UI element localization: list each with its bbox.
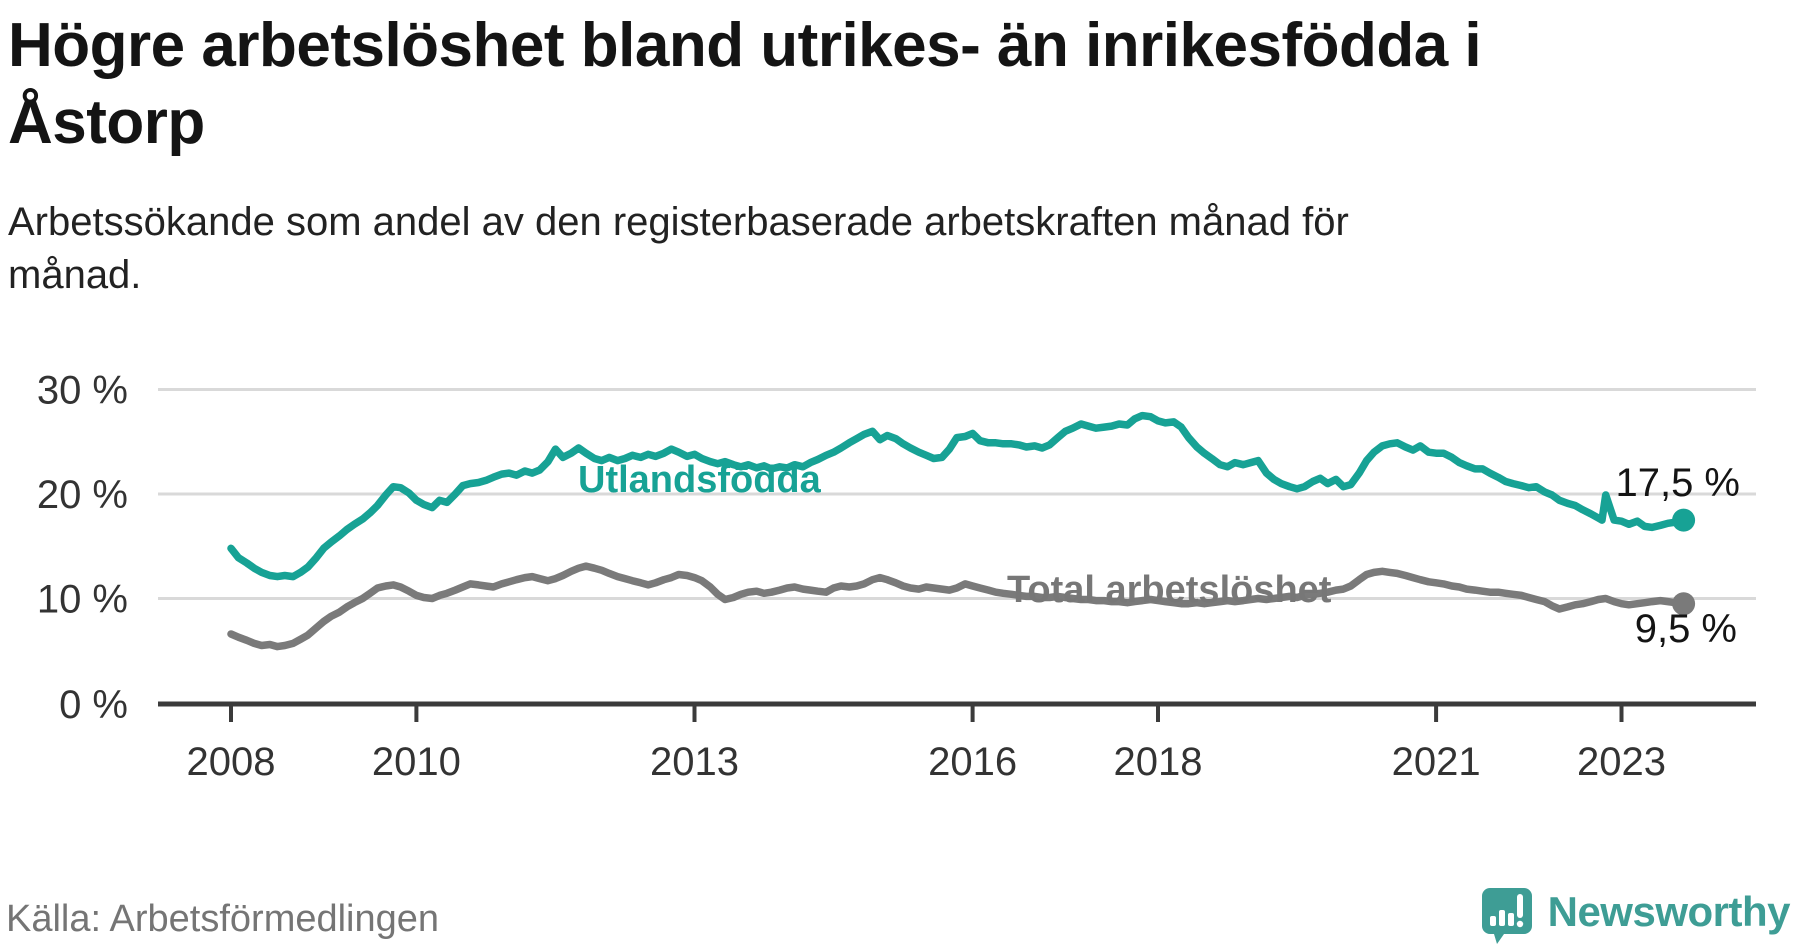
chart-subtitle: Arbetssökande som andel av den registerb… — [8, 200, 1349, 298]
x-axis-label-2013: 2013 — [650, 740, 739, 784]
x-axis-label-2021: 2021 — [1392, 740, 1481, 784]
end-value-total-arbetsloshet: 9,5 % — [1634, 607, 1737, 651]
y-axis-label-10: 10 % — [37, 578, 128, 622]
series-end-dot-total — [1672, 592, 1696, 616]
y-axis-label-30: 30 % — [37, 369, 128, 413]
newsworthy-brand-name: Newsworthy — [1547, 888, 1791, 935]
x-axis-label-2018: 2018 — [1114, 740, 1203, 784]
x-axis-label-2010: 2010 — [372, 740, 461, 784]
x-axis-label-2016: 2016 — [928, 740, 1017, 784]
series-label-utlandsfodda: Utlandsfödda — [578, 459, 821, 501]
series-line-utlandsfodda — [227, 411, 1688, 581]
newsworthy-brand: Newsworthy — [1478, 880, 1791, 944]
newsworthy-logo-icon — [1481, 888, 1532, 944]
series-end-dot-utlandsfodda — [1672, 508, 1696, 532]
page-title: Högre arbetslöshet bland utrikes- än inr… — [8, 11, 1482, 157]
series-line-total — [227, 562, 1688, 651]
x-axis-label-2008: 2008 — [187, 740, 276, 784]
y-axis-label-20: 20 % — [37, 473, 128, 517]
series-label-total-arbetsloshet: Total arbetslöshet — [1007, 569, 1332, 611]
y-axis-label-0: 0 % — [59, 683, 128, 727]
end-value-utlandsfodda: 17,5 % — [1615, 461, 1740, 505]
x-axis-label-2023: 2023 — [1577, 740, 1666, 784]
source-attribution: Källa: Arbetsförmedlingen — [6, 898, 440, 940]
